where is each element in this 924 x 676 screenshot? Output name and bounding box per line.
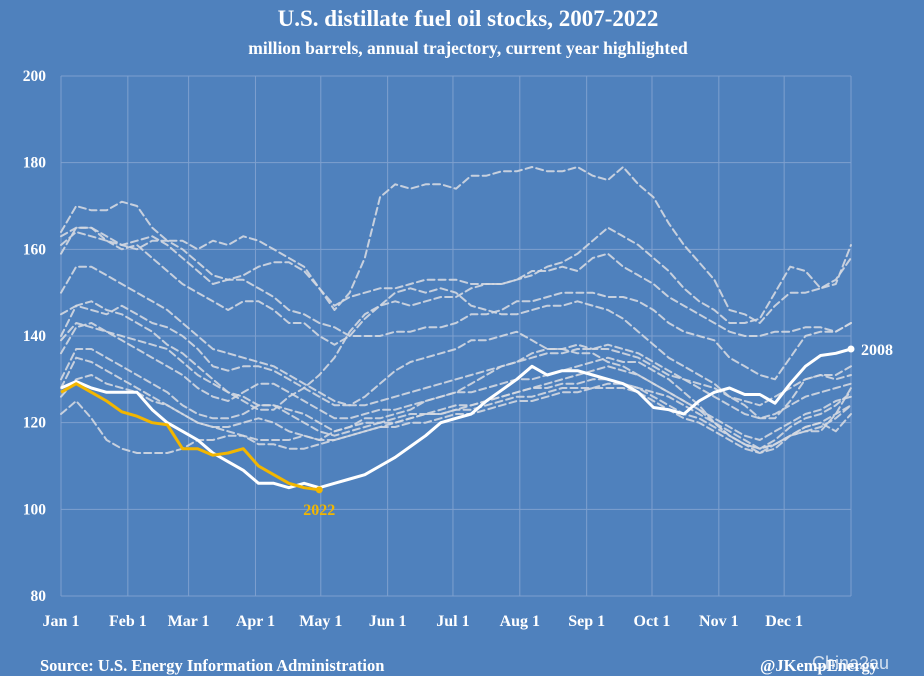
series-labels: 2008 2022 [303,342,893,519]
series-line-other-3 [60,226,852,381]
series-label-2022: 2022 [303,502,335,519]
series-line-other-9 [60,322,852,454]
x-tick-label: Jul 1 [436,613,469,630]
x-tick-label: Mar 1 [168,613,210,630]
x-axis: Jan 1 Feb 1 Mar 1 Apr 1 May 1 Jun 1 Jul 1 Aug 1… [43,613,803,630]
chart-subtitle: million barrels, annual trajectory, curr… [248,38,688,58]
x-tick-label: Feb 1 [109,613,147,630]
series-end-point-2008 [847,345,855,353]
series-line-2022 [60,382,320,492]
y-tick-label: 140 [23,328,47,345]
series-line-other-12 [60,382,852,454]
series-line-other-5 [60,226,852,346]
source-note: Source: U.S. Energy Information Administ… [40,656,384,675]
y-tick-label: 180 [23,155,47,172]
x-tick-label: Jan 1 [43,613,80,630]
y-tick-label: 120 [23,415,47,432]
gridlines [60,75,852,597]
x-tick-label: Oct 1 [634,613,671,630]
series-line-other-4 [60,226,852,324]
y-tick-label: 160 [23,241,47,258]
series-line-other-13 [60,365,852,450]
x-tick-label: Nov 1 [699,613,739,630]
x-tick-label: Sep 1 [568,613,605,630]
x-tick-label: May 1 [299,613,342,630]
y-tick-label: 100 [23,501,47,518]
watermark: China2au [812,653,889,673]
chart-title: U.S. distillate fuel oil stocks, 2007-20… [278,6,659,31]
other-years-series [60,166,852,454]
y-axis: 80 100 120 140 160 180 200 [23,68,47,605]
series-line-other-2 [60,166,852,324]
series-end-point-2022 [315,486,323,494]
series-line-other-14 [60,265,852,420]
x-tick-label: Aug 1 [500,613,540,630]
series-line-2008 [60,347,852,490]
series-label-2008: 2008 [861,342,893,359]
y-tick-label: 80 [31,588,47,605]
highlighted-series [60,345,855,494]
credit-handle: @JKempEnergy [760,656,879,675]
y-tick-label: 200 [23,68,47,85]
x-tick-label: Apr 1 [236,613,275,630]
x-tick-label: Dec 1 [765,613,803,630]
x-tick-label: Jun 1 [369,613,407,630]
series-line-other-6 [60,287,852,420]
